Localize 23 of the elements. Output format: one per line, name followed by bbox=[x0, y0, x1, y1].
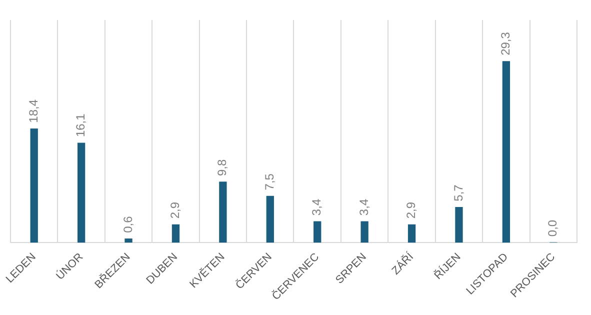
data-label: 5,7 bbox=[451, 184, 466, 202]
bar bbox=[77, 142, 86, 243]
bar bbox=[30, 128, 38, 243]
data-label: 18,4 bbox=[26, 99, 40, 123]
data-label: 2,9 bbox=[168, 202, 182, 219]
data-label: 3,4 bbox=[310, 198, 324, 216]
bar bbox=[219, 182, 227, 243]
bar bbox=[360, 221, 368, 243]
data-label: 7,5 bbox=[262, 173, 276, 190]
data-label: 29,3 bbox=[498, 32, 512, 56]
data-label: 0,0 bbox=[546, 220, 560, 237]
data-label: 16,1 bbox=[74, 113, 88, 138]
bar bbox=[266, 196, 274, 243]
bar bbox=[172, 224, 180, 243]
bar bbox=[408, 224, 416, 243]
bar bbox=[502, 61, 510, 243]
data-label: 9,8 bbox=[215, 158, 230, 176]
data-label: 3,4 bbox=[356, 198, 371, 216]
bar bbox=[314, 221, 322, 243]
bar bbox=[124, 238, 132, 243]
data-label: 2,9 bbox=[404, 202, 418, 219]
bar bbox=[455, 207, 463, 243]
data-label: 0,6 bbox=[120, 216, 135, 233]
